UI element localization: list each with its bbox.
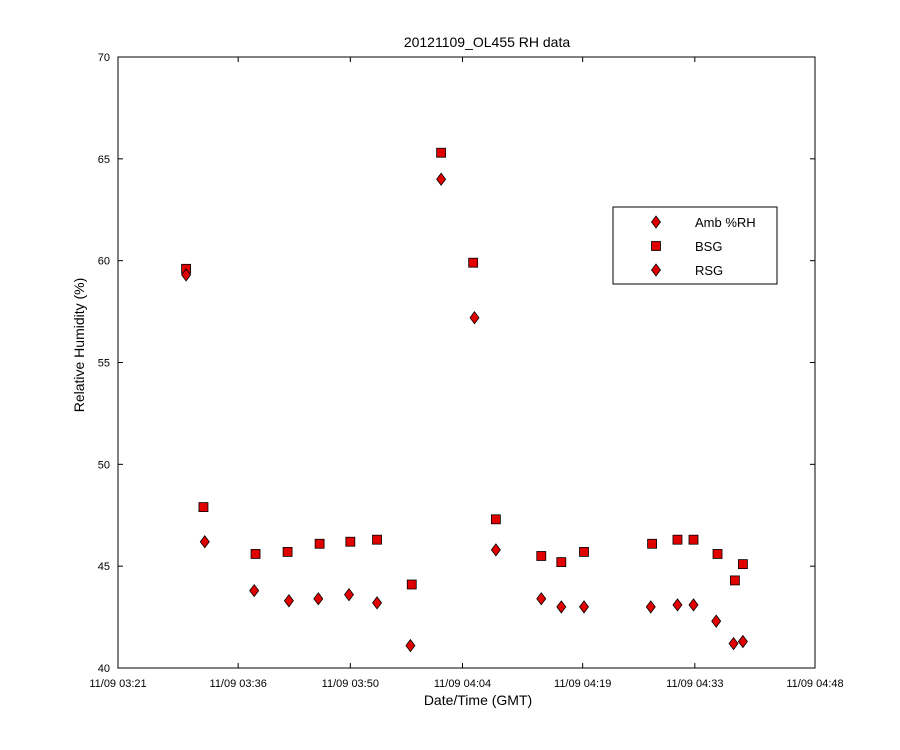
rsg-point (313, 592, 324, 606)
bsg-point (536, 551, 547, 561)
legend-label-bsg: BSG (695, 239, 722, 254)
chart-title: 20121109_OL455 RH data (404, 34, 571, 50)
bsg-point (490, 514, 501, 525)
y-tick-label: 40 (98, 663, 110, 675)
rsg-point (181, 268, 192, 282)
bsg-point (345, 536, 356, 547)
series-rsg (181, 172, 748, 653)
bsg-point (250, 549, 261, 559)
x-tick-label: 11/09 03:21 (89, 678, 146, 690)
rsg-point (283, 594, 294, 608)
y-tick-label: 55 (98, 358, 110, 370)
bsg-point (406, 579, 417, 590)
legend-marker-amb-rh (651, 215, 661, 229)
y-tick-label: 60 (98, 256, 110, 268)
x-tick-label: 11/09 04:04 (434, 678, 491, 690)
bsg-point (314, 538, 325, 549)
x-tick-label: 11/09 04:19 (554, 678, 611, 690)
y-tick-label: 65 (98, 154, 110, 166)
x-tick-label: 11/09 03:50 (322, 678, 379, 690)
rsg-point (249, 583, 260, 598)
rsg-point (728, 636, 739, 651)
rsg-point (490, 543, 501, 557)
rsg-point (372, 596, 383, 610)
bsg-point (729, 575, 740, 586)
rsg-point (436, 172, 447, 186)
rsg-point (688, 598, 699, 612)
series-bsg (181, 147, 748, 590)
rsg-point (536, 592, 547, 606)
rsg-point (556, 600, 567, 614)
legend-marker-bsg (651, 241, 661, 251)
bsg-point (688, 534, 699, 545)
bsg-point (372, 534, 382, 545)
rsg-point (672, 598, 683, 612)
legend: Amb %RH BSG RSG (612, 206, 778, 285)
bsg-point (672, 534, 683, 545)
y-tick-label: 45 (98, 561, 110, 573)
x-axis: 11/09 03:21 11/09 03:36 11/09 03:50 11/09 0… (89, 57, 844, 690)
rsg-point (469, 311, 480, 325)
rsg-point (199, 535, 210, 549)
rsg-point (711, 614, 722, 628)
legend-marker-rsg (651, 263, 661, 277)
x-tick-label: 11/09 04:33 (666, 678, 723, 690)
x-axis-label: Date/Time (GMT) (424, 692, 532, 708)
legend-label-rsg: RSG (695, 263, 723, 278)
bsg-point (436, 147, 447, 158)
x-tick-label: 11/09 04:48 (786, 678, 843, 690)
y-axis: 40 45 50 55 60 65 70 (98, 52, 815, 675)
rsg-point (737, 634, 748, 649)
legend-box (612, 206, 778, 285)
bsg-point (468, 257, 479, 268)
rsg-point (405, 638, 416, 653)
bsg-point (579, 547, 589, 557)
rsg-point (343, 588, 354, 602)
bsg-point (198, 502, 209, 513)
y-tick-label: 50 (98, 459, 110, 471)
series-layer (181, 147, 748, 653)
rsg-point (645, 600, 656, 614)
legend-label-amb-rh: Amb %RH (695, 215, 756, 230)
y-tick-label: 70 (98, 52, 110, 64)
bsg-point (647, 538, 657, 549)
bsg-point (737, 559, 748, 570)
rsg-point (579, 600, 590, 614)
y-axis-label: Relative Humidity (%) (71, 278, 87, 413)
x-tick-label: 11/09 03:36 (210, 678, 267, 690)
bsg-point (712, 549, 723, 559)
bsg-point (556, 557, 567, 567)
bsg-point (282, 547, 293, 557)
